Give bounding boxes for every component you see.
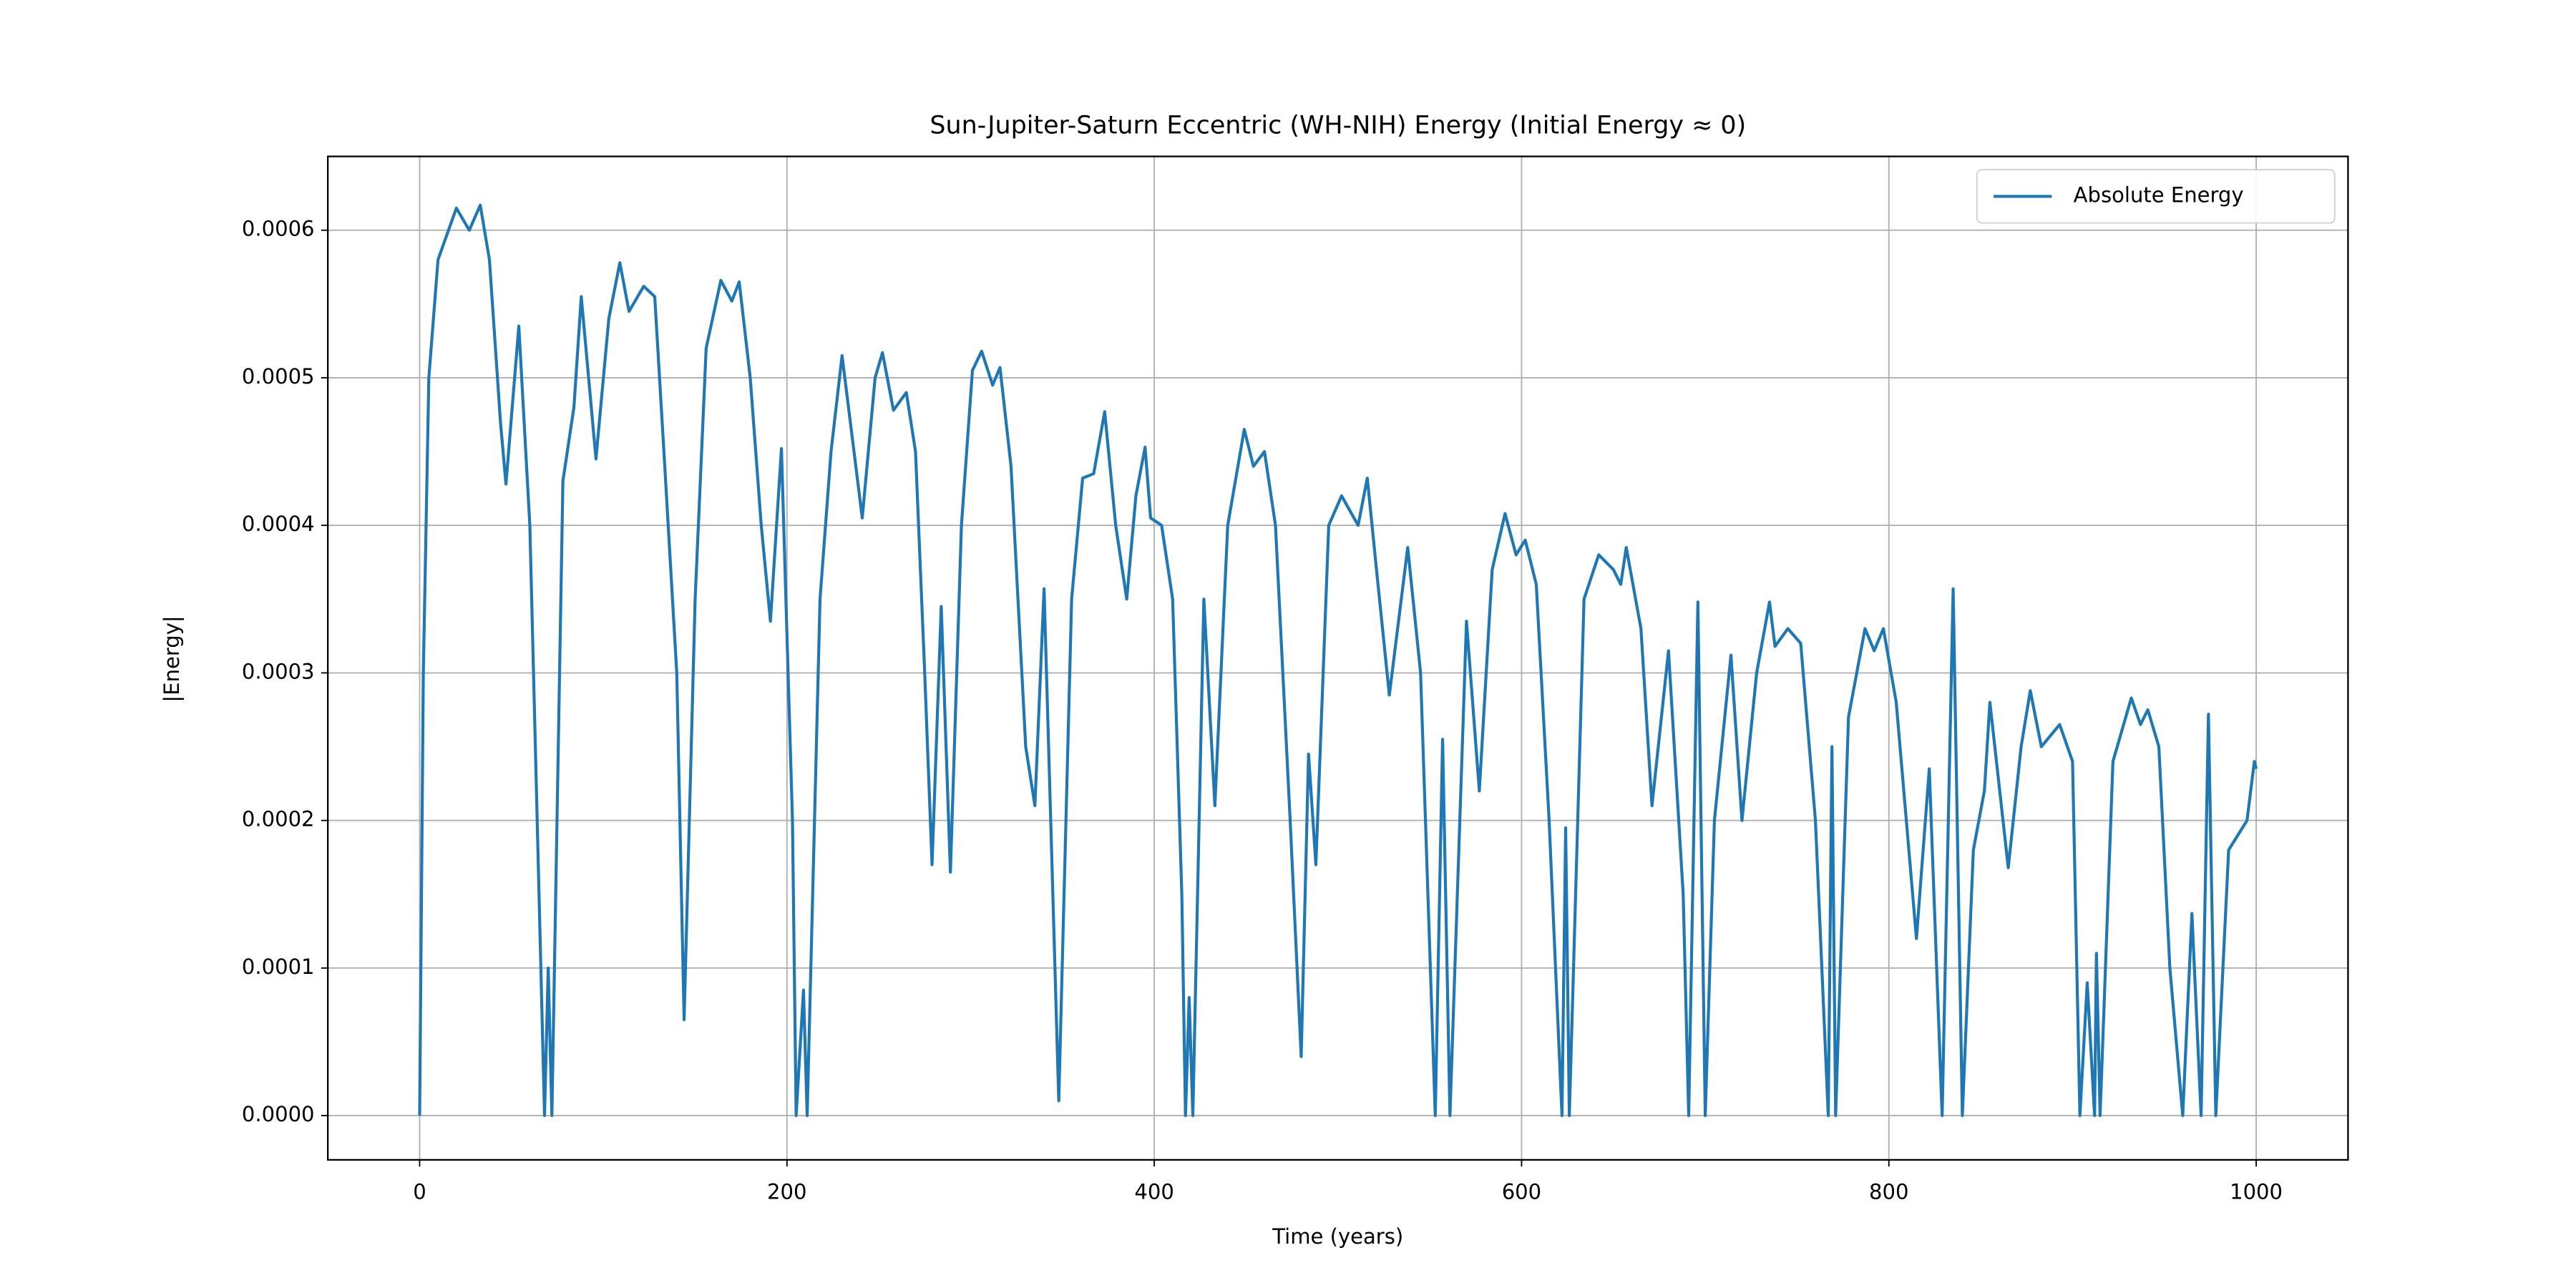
x-tick-label: 400 xyxy=(1134,1179,1174,1204)
y-tick-label: 0.0005 xyxy=(242,364,315,389)
data-line xyxy=(418,203,2258,1118)
y-tick-label: 0.0001 xyxy=(242,955,315,979)
x-tick-label: 1000 xyxy=(2230,1179,2283,1204)
y-tick-label: 0.0006 xyxy=(242,217,315,241)
x-tick-label: 0 xyxy=(413,1179,426,1204)
legend-label: Absolute Energy xyxy=(2074,182,2244,207)
y-tick-label: 0.0002 xyxy=(242,807,315,831)
legend: Absolute Energy xyxy=(1976,169,2336,224)
y-tick-label: 0.0000 xyxy=(242,1102,315,1126)
legend-box xyxy=(1976,169,2336,224)
x-tick-label: 200 xyxy=(767,1179,806,1204)
y-tick-label: 0.0004 xyxy=(242,512,315,536)
plot-frame xyxy=(326,155,2349,1161)
y-tick-label: 0.0003 xyxy=(242,659,315,683)
x-tick-label: 800 xyxy=(1869,1179,1908,1204)
chart-title: Sun-Jupiter-Saturn Eccentric (WH-NIH) En… xyxy=(930,112,1746,140)
y-axis-label: |Energy| xyxy=(160,615,184,702)
x-axis-label: Time (years) xyxy=(1272,1224,1403,1249)
x-tick-label: 600 xyxy=(1502,1179,1541,1204)
